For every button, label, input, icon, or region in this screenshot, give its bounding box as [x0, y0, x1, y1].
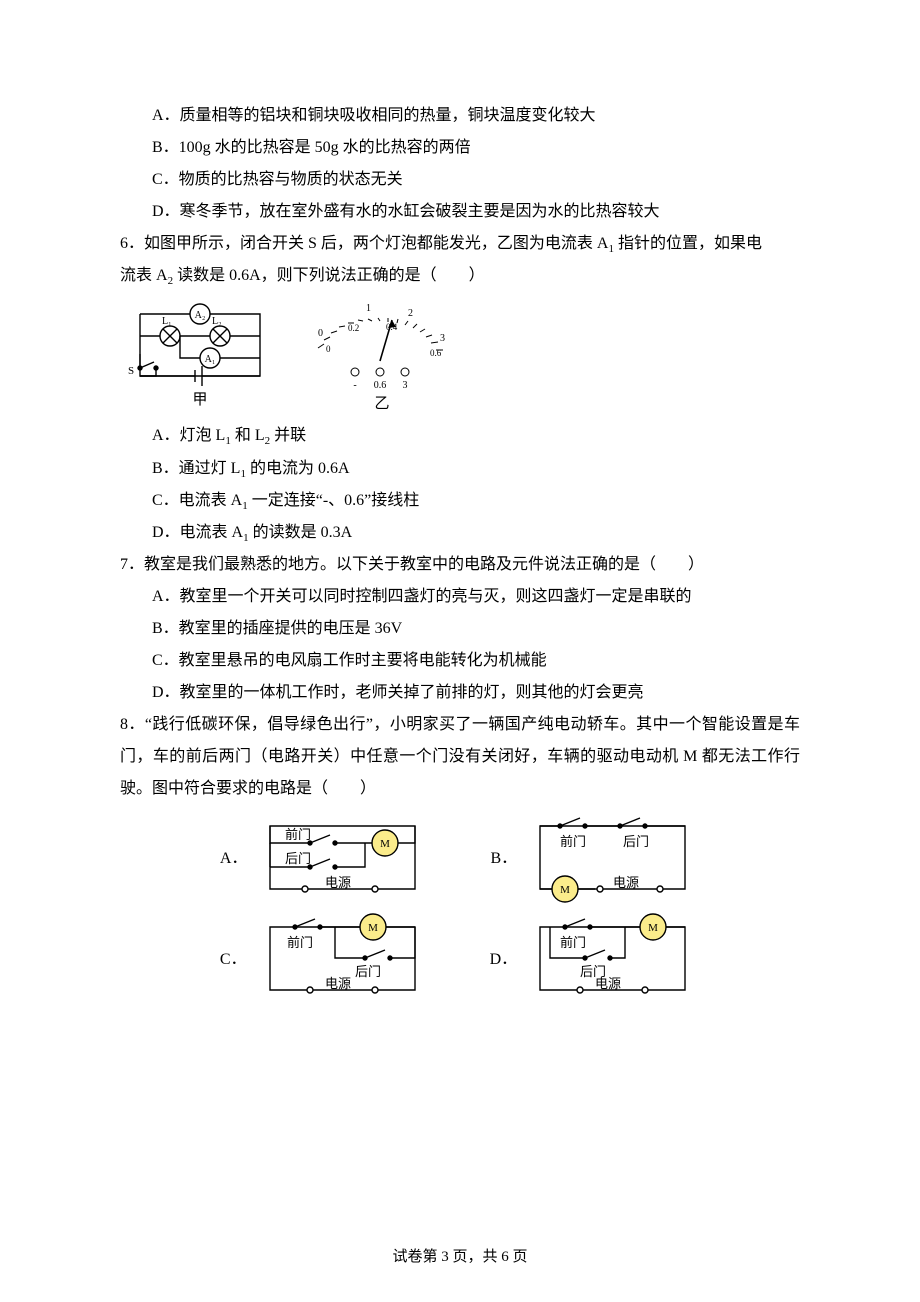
q6-b-head: B．通过灯 L [152, 460, 240, 477]
q8-label-c: C． [220, 944, 247, 976]
svg-text:0.6: 0.6 [374, 380, 387, 391]
svg-text:乙: 乙 [374, 396, 389, 412]
q6-stem-line2: 流表 A2 读数是 0.6A，则下列说法正确的是（ ） [120, 260, 800, 292]
svg-text:3: 3 [440, 333, 445, 344]
svg-text:后门: 后门 [285, 851, 311, 866]
svg-text:0: 0 [318, 328, 323, 339]
page-footer: 试卷第 3 页，共 6 页 [0, 1242, 920, 1272]
q6-stem-line1: 6．如图甲所示，闭合开关 S 后，两个灯泡都能发光，乙图为电流表 A1 指针的位… [120, 228, 800, 260]
q7-option-c: C．教室里悬吊的电风扇工作时主要将电能转化为机械能 [120, 645, 800, 677]
q6-a-mid: 和 L [231, 427, 265, 444]
q8-circuit-c: 前门 后门 M 电源 [255, 912, 430, 1007]
svg-text:1: 1 [366, 303, 371, 314]
svg-text:S: S [128, 365, 134, 377]
svg-text:电源: 电源 [613, 875, 639, 890]
q8-circuit-a: 前门 后门 M 电源 [255, 811, 430, 906]
svg-text:后门: 后门 [355, 964, 381, 979]
svg-text:前门: 前门 [287, 935, 313, 950]
q8-option-d: D． [490, 912, 701, 1007]
q6-option-b: B．通过灯 L1 的电流为 0.6A [120, 453, 800, 485]
q8-label-b: B． [490, 843, 517, 875]
q5-option-b: B．100g 水的比热容是 50g 水的比热容的两倍 [120, 132, 800, 164]
svg-text:M: M [381, 838, 391, 850]
q8-option-b: B． [490, 811, 700, 906]
svg-text:M: M [560, 884, 570, 896]
q8-row2: C． [120, 912, 800, 1007]
q7-option-d: D．教室里的一体机工作时，老师关掉了前排的灯，则其他的灯会更亮 [120, 677, 800, 709]
q6-option-a: A．灯泡 L1 和 L2 并联 [120, 420, 800, 452]
q6-stem-part1: 6．如图甲所示，闭合开关 S 后，两个灯泡都能发光，乙图为电流表 A [120, 235, 608, 252]
q6-circuit-diagram: A₂ A₁ L₁ L₂ S 甲 [120, 296, 280, 416]
svg-text:L₂: L₂ [212, 316, 222, 327]
svg-text:2: 2 [408, 308, 413, 319]
q8-circuit-d: 前门 后门 M 电源 [525, 912, 700, 1007]
svg-text:L₁: L₁ [162, 316, 172, 327]
svg-text:后门: 后门 [623, 834, 649, 849]
svg-text:0.6: 0.6 [430, 348, 442, 358]
svg-text:前门: 前门 [560, 935, 586, 950]
svg-text:A₁: A₁ [205, 354, 216, 365]
q6-a-tail: 并联 [270, 427, 306, 444]
q6-figure-row: A₂ A₁ L₁ L₂ S 甲 [120, 296, 800, 416]
q8-stem: 8．“践行低碳环保，倡导绿色出行”，小明家买了一辆国产纯电动轿车。其中一个智能设… [120, 709, 800, 805]
svg-text:M: M [648, 922, 658, 934]
q8-label-a: A． [220, 843, 248, 875]
svg-text:甲: 甲 [192, 392, 207, 408]
svg-text:电源: 电源 [325, 976, 351, 991]
svg-text:电源: 电源 [325, 875, 351, 890]
svg-text:前门: 前门 [560, 834, 586, 849]
q8-option-a: A． [220, 811, 431, 906]
svg-text:A₂: A₂ [195, 310, 206, 321]
svg-text:0.2: 0.2 [348, 323, 359, 333]
q6-option-d: D．电流表 A1 的读数是 0.3A [120, 517, 800, 549]
q7-option-a: A．教室里一个开关可以同时控制四盏灯的亮与灭，则这四盏灯一定是串联的 [120, 581, 800, 613]
q6-a-head: A．灯泡 L [152, 427, 225, 444]
q5-option-d: D．寒冬季节，放在室外盛有水的水缸会破裂主要是因为水的比热容较大 [120, 196, 800, 228]
q6-d-tail: 的读数是 0.3A [249, 524, 353, 541]
q6-stem-tail1: 指针的位置，如果电 [614, 235, 762, 252]
q6-ammeter-dial: 0 1 2 0.2 0.4 3 0 0.6 - 0.6 3 乙 [300, 296, 470, 416]
svg-text:3: 3 [403, 380, 408, 391]
q7-option-b: B．教室里的插座提供的电压是 36V [120, 613, 800, 645]
q6-b-tail: 的电流为 0.6A [246, 460, 350, 477]
q6-stem2-head: 流表 A [120, 267, 168, 284]
q6-d-head: D．电流表 A [152, 524, 243, 541]
svg-text:M: M [368, 922, 378, 934]
q5-option-c: C．物质的比热容与物质的状态无关 [120, 164, 800, 196]
q8-option-c: C． [220, 912, 430, 1007]
q6-c-head: C．电流表 A [152, 492, 242, 509]
q8-label-d: D． [490, 944, 518, 976]
exam-page: A．质量相等的铝块和铜块吸收相同的热量，铜块温度变化较大 B．100g 水的比热… [0, 0, 920, 1302]
q5-option-a: A．质量相等的铝块和铜块吸收相同的热量，铜块温度变化较大 [120, 100, 800, 132]
svg-text:前门: 前门 [285, 827, 311, 842]
q6-option-c: C．电流表 A1 一定连接“-、0.6”接线柱 [120, 485, 800, 517]
svg-text:-: - [353, 380, 356, 391]
q7-stem: 7．教室是我们最熟悉的地方。以下关于教室中的电路及元件说法正确的是（ ） [120, 549, 800, 581]
q6-stem2-tail: 读数是 0.6A，则下列说法正确的是（ ） [173, 267, 485, 284]
q8-row1: A． [120, 811, 800, 906]
svg-text:电源: 电源 [595, 976, 621, 991]
q8-circuit-b: 前门 后门 M 电源 [525, 811, 700, 906]
svg-text:0: 0 [326, 344, 331, 354]
q6-c-tail: 一定连接“-、0.6”接线柱 [248, 492, 420, 509]
